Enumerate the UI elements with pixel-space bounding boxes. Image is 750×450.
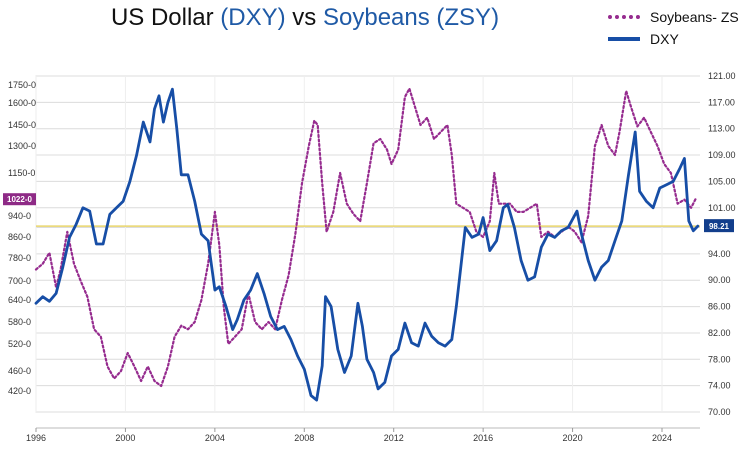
right-tick-label-11: 113.00 [708, 124, 735, 134]
right-tick-label-12: 117.00 [708, 97, 735, 107]
x-tick-label-0: 1996 [26, 433, 46, 443]
right-tick-label-9: 105.00 [708, 176, 736, 186]
left-tick-label-10: 1300-0 [8, 141, 36, 151]
chart-title: US Dollar (DXY) vs Soybeans (ZSY) [0, 4, 610, 32]
x-tick-label-7: 2024 [652, 433, 672, 443]
right-tick-label-1: 74.00 [708, 381, 731, 391]
x-tick-label-1: 2000 [115, 433, 135, 443]
left-tick-label-6: 780-0 [8, 253, 31, 263]
title-part-4: Soybeans (ZSY) [322, 4, 500, 31]
left-tick-label-4: 640-0 [8, 295, 31, 305]
series-line-soybeans [34, 87, 697, 388]
left-tick-label-8: 940-0 [8, 211, 31, 221]
left-tick-label-3: 580-0 [8, 317, 31, 327]
left-tick-label-1: 460-0 [8, 366, 31, 376]
left-current-badge-label: 1022-0 [7, 195, 32, 204]
x-tick-label-2: 2004 [205, 433, 225, 443]
left-current-badge [3, 193, 36, 206]
legend-swatch-soybeans [608, 15, 640, 19]
legend-label-soybeans: Soybeans- ZS [650, 9, 739, 25]
right-tick-label-13: 121.00 [708, 71, 736, 81]
left-tick-label-0: 420-0 [8, 386, 31, 396]
right-current-badge [704, 219, 734, 233]
series-line-dxy [34, 87, 700, 402]
right-current-badge-label: 98.21 [709, 222, 730, 231]
right-tick-label-4: 86.00 [708, 302, 731, 312]
title-part-1: US Dollar [110, 4, 221, 31]
x-tick-label-3: 2008 [294, 433, 314, 443]
legend-item-dxy: DXY [608, 28, 739, 50]
title-part-3: vs [285, 4, 323, 31]
right-tick-label-2: 78.00 [708, 354, 731, 364]
x-tick-label-4: 2012 [384, 433, 404, 443]
legend-swatch-dxy [608, 37, 640, 41]
left-tick-label-9: 1150-0 [8, 168, 35, 178]
left-tick-label-2: 520-0 [8, 339, 31, 349]
left-tick-label-5: 700-0 [8, 276, 31, 286]
right-tick-label-3: 82.00 [708, 328, 731, 338]
legend-item-soybeans: Soybeans- ZS [608, 6, 739, 28]
right-tick-label-0: 70.00 [708, 407, 731, 417]
title-part-2: (DXY) [220, 4, 286, 31]
right-tick-label-8: 101.00 [708, 203, 736, 213]
left-tick-label-13: 1750-0 [8, 80, 36, 90]
x-tick-label-6: 2020 [563, 433, 583, 443]
right-tick-label-6: 94.00 [708, 249, 731, 259]
left-tick-label-11: 1450-0 [8, 120, 36, 130]
left-tick-label-12: 1600-0 [8, 98, 36, 108]
right-tick-label-5: 90.00 [708, 275, 731, 285]
legend-label-dxy: DXY [650, 31, 679, 47]
left-tick-label-7: 860-0 [8, 232, 31, 242]
right-tick-label-10: 109.00 [708, 150, 736, 160]
chart-legend: Soybeans- ZS DXY [608, 6, 739, 50]
x-tick-label-5: 2016 [473, 433, 493, 443]
